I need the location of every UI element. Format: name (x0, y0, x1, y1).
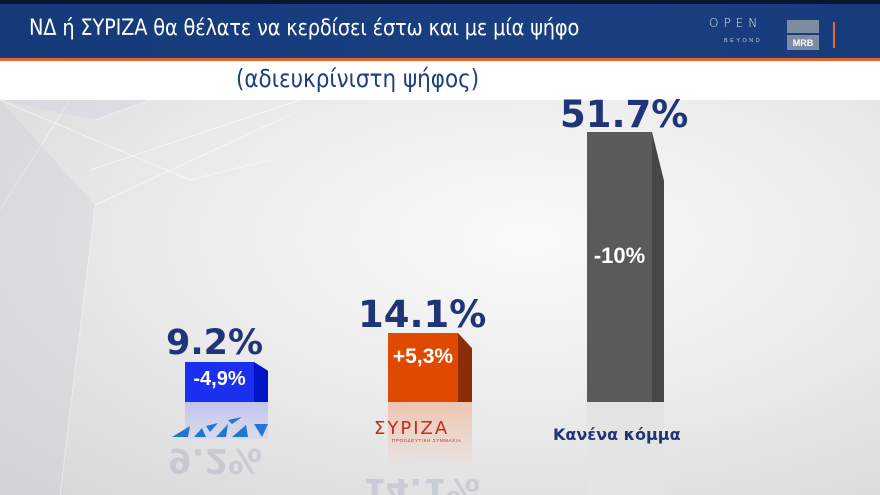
nd-bar-side (254, 362, 268, 402)
background-decoration (0, 100, 301, 495)
mrb-logo: MRB (787, 20, 819, 50)
subtitle-band (0, 61, 880, 100)
none-bar (587, 132, 652, 402)
syriza-value-label: 14.1% (358, 293, 487, 336)
syriza-logo: ΣΥΡΙΖΑ ΠΡΟΟΔΕΥΤΙΚΗ ΣΥΜΜΑΧΙΑ (374, 418, 482, 443)
top-strip (0, 0, 880, 4)
header-accent-line (0, 58, 880, 61)
none-change-label: -10% (593, 243, 646, 268)
open-logo-word: OPEN (709, 16, 763, 30)
syriza-bar-reflection (388, 402, 472, 464)
nd-bar (185, 362, 254, 402)
header-divider (833, 22, 835, 48)
syriza-bar-side (458, 333, 472, 402)
nd-value-label: 9.2% (166, 323, 264, 363)
none-category-label: Κανένα κόμμα (553, 425, 681, 444)
syriza-bar (388, 333, 458, 402)
none-bar-side (652, 132, 664, 402)
none-value-label: 51.7% (560, 93, 689, 136)
header-bar: ΝΔ ή ΣΥΡΙΖΑ θα θέλατε να κερδίσει έστω κ… (0, 4, 880, 58)
none-bar-reflection (587, 402, 664, 495)
mrb-logo-text: MRB (787, 35, 819, 50)
syriza-value-reflection: 14.1% (362, 470, 480, 495)
nd-change-label: -4,9% (193, 368, 246, 390)
nd-value-reflection: 9.2% (168, 440, 263, 480)
chart-subtitle: (αδιευκρίνιστη ψήφος) (236, 64, 480, 93)
syriza-logo-text: ΣΥΡΙΖΑ (374, 418, 450, 439)
syriza-change-label: +5,3% (392, 345, 454, 368)
chart-title: ΝΔ ή ΣΥΡΙΖΑ θα θέλατε να κερδίσει έστω κ… (29, 15, 580, 41)
open-logo-tagline: BEYOND (724, 38, 763, 44)
syriza-logo-subtext: ΠΡΟΟΔΕΥΤΙΚΗ ΣΥΜΜΑΧΙΑ (392, 438, 462, 443)
nd-logo-icon (172, 417, 268, 437)
mrb-logo-block (787, 20, 819, 33)
open-beyond-logo: OPEN BEYOND (709, 16, 769, 50)
